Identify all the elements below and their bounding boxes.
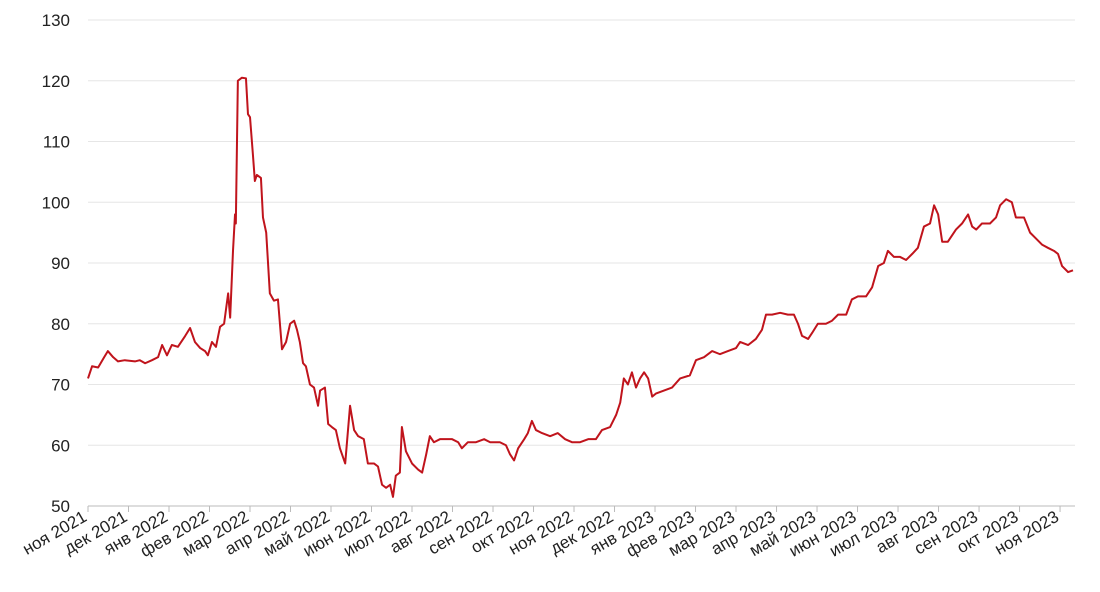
y-tick-label: 70	[51, 376, 70, 395]
y-tick-label: 100	[42, 193, 70, 212]
y-tick-label: 90	[51, 254, 70, 273]
y-tick-label: 130	[42, 11, 70, 30]
y-tick-label: 110	[43, 133, 70, 152]
y-tick-label: 50	[51, 497, 70, 516]
line	[87, 76, 1074, 498]
y-tick-label: 120	[42, 72, 70, 91]
y-tick-label: 80	[51, 315, 70, 334]
y-tick-label: 60	[51, 436, 70, 455]
